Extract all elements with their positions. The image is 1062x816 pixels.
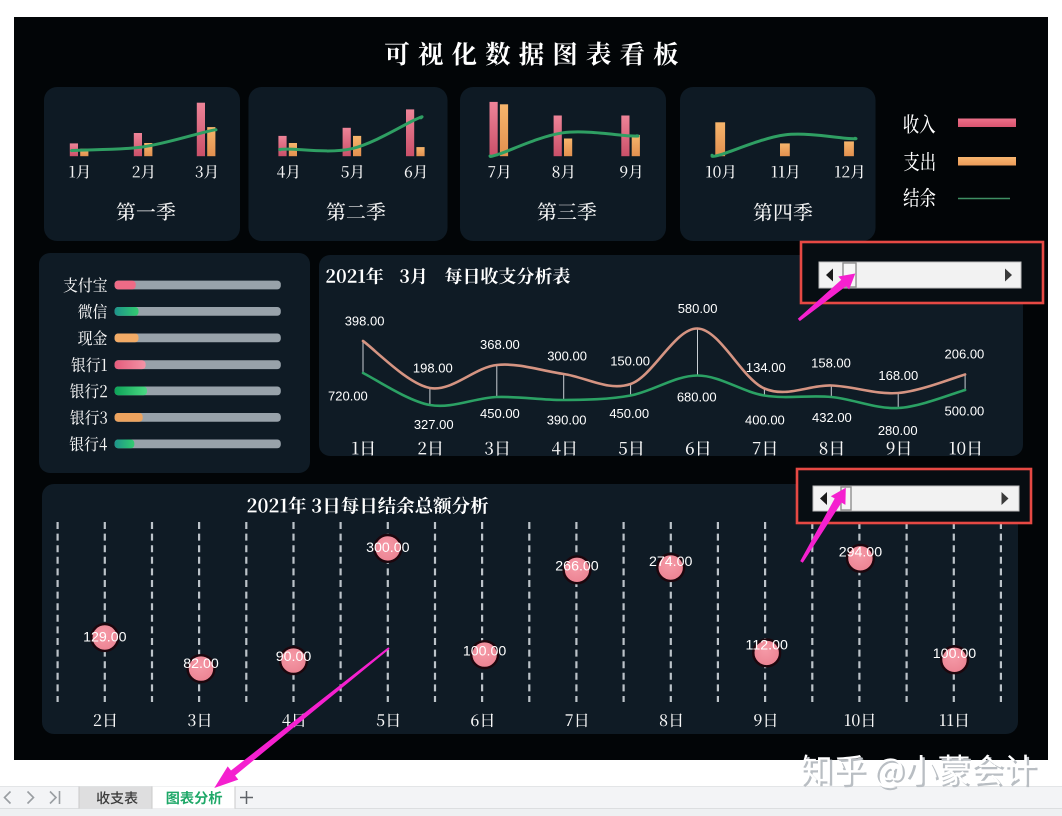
svg-text:274.00: 274.00 (649, 554, 693, 570)
svg-text:500.00: 500.00 (945, 403, 985, 418)
svg-text:198.00: 198.00 (413, 361, 453, 376)
svg-text:129.00: 129.00 (83, 629, 127, 645)
svg-text:168.00: 168.00 (878, 368, 918, 383)
svg-text:680.00: 680.00 (677, 390, 717, 405)
svg-text:450.00: 450.00 (480, 406, 520, 421)
svg-text:112.00: 112.00 (746, 638, 788, 654)
svg-text:158.00: 158.00 (811, 356, 851, 371)
svg-text:134.00: 134.00 (746, 360, 786, 375)
svg-text:400.00: 400.00 (745, 413, 785, 428)
svg-text:294.00: 294.00 (839, 545, 883, 561)
svg-text:398.00: 398.00 (345, 314, 385, 329)
svg-text:580.00: 580.00 (678, 301, 718, 316)
svg-text:90.00: 90.00 (276, 649, 312, 665)
svg-text:720.00: 720.00 (328, 388, 368, 403)
svg-text:82.00: 82.00 (183, 656, 219, 672)
svg-text:100.00: 100.00 (463, 644, 507, 660)
svg-text:280.00: 280.00 (878, 423, 918, 438)
svg-text:100.00: 100.00 (933, 646, 977, 662)
svg-text:266.00: 266.00 (555, 558, 599, 574)
svg-text:390.00: 390.00 (547, 413, 587, 428)
svg-text:327.00: 327.00 (414, 417, 454, 432)
svg-text:150.00: 150.00 (610, 354, 650, 369)
svg-text:432.00: 432.00 (812, 410, 852, 425)
svg-text:206.00: 206.00 (945, 346, 985, 361)
svg-text:368.00: 368.00 (480, 337, 520, 352)
svg-text:300.00: 300.00 (366, 540, 410, 556)
svg-text:450.00: 450.00 (609, 406, 649, 421)
svg-text:300.00: 300.00 (547, 349, 587, 364)
